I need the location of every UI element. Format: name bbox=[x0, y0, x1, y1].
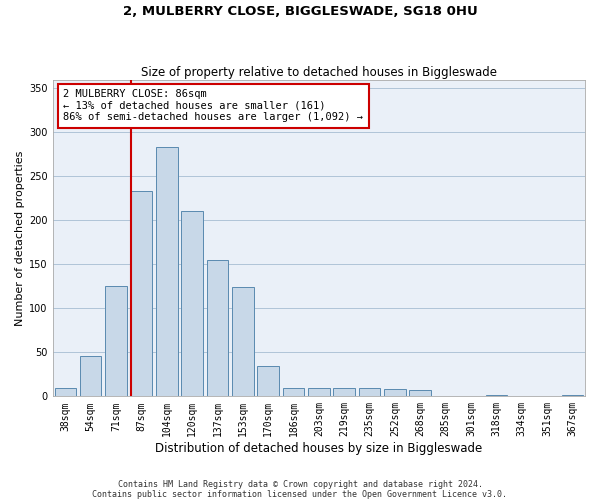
Bar bbox=[283, 388, 304, 396]
Bar bbox=[131, 192, 152, 396]
Bar bbox=[55, 388, 76, 396]
Bar bbox=[156, 146, 178, 396]
Bar bbox=[105, 286, 127, 397]
Bar bbox=[562, 394, 583, 396]
Bar bbox=[181, 210, 203, 396]
Bar bbox=[384, 390, 406, 396]
Text: 2 MULBERRY CLOSE: 86sqm
← 13% of detached houses are smaller (161)
86% of semi-d: 2 MULBERRY CLOSE: 86sqm ← 13% of detache… bbox=[63, 89, 363, 122]
Bar bbox=[334, 388, 355, 396]
Title: Size of property relative to detached houses in Biggleswade: Size of property relative to detached ho… bbox=[141, 66, 497, 78]
Bar bbox=[308, 388, 329, 396]
Bar bbox=[409, 390, 431, 396]
Bar bbox=[257, 366, 279, 396]
Y-axis label: Number of detached properties: Number of detached properties bbox=[15, 150, 25, 326]
Text: Contains HM Land Registry data © Crown copyright and database right 2024.
Contai: Contains HM Land Registry data © Crown c… bbox=[92, 480, 508, 499]
Bar bbox=[206, 260, 228, 396]
Bar bbox=[80, 356, 101, 397]
X-axis label: Distribution of detached houses by size in Biggleswade: Distribution of detached houses by size … bbox=[155, 442, 482, 455]
Bar bbox=[359, 388, 380, 396]
Text: 2, MULBERRY CLOSE, BIGGLESWADE, SG18 0HU: 2, MULBERRY CLOSE, BIGGLESWADE, SG18 0HU bbox=[122, 5, 478, 18]
Bar bbox=[232, 288, 254, 397]
Bar bbox=[485, 394, 507, 396]
